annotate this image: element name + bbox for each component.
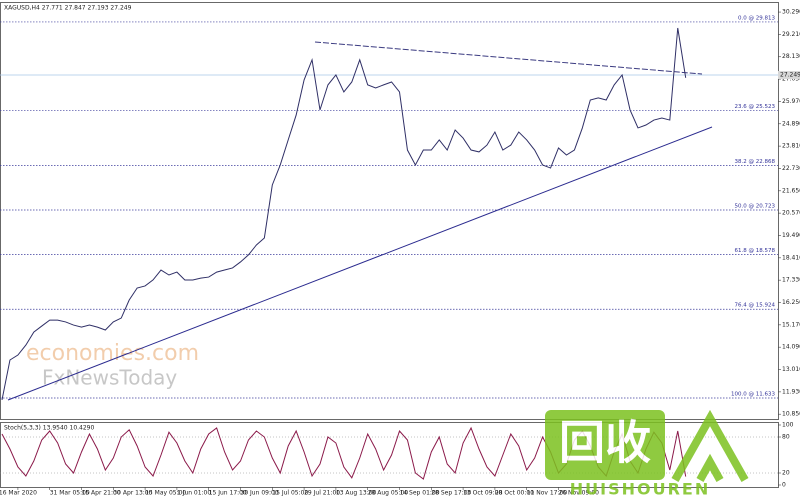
watermark: FxNewsToday: [42, 366, 177, 390]
main-panel: [0, 2, 779, 420]
resistance-trendline: [314, 41, 703, 75]
x-tick-label: 30 Jun 09:00: [241, 490, 279, 497]
support-trendline: [7, 126, 713, 401]
x-tick-label: 26 Nov 09:00: [559, 490, 600, 497]
fib-label: 23.6 @ 25.523: [735, 104, 776, 110]
y-tick-label: 0: [782, 482, 786, 489]
x-tick-label: 16 Mar 2020: [0, 490, 37, 497]
y-tick-label: 27.050: [782, 76, 800, 83]
x-tick-label: 11 Nov 17:00: [527, 490, 568, 497]
fib-label: 0.0 @ 29.813: [738, 15, 775, 21]
y-tick-label: 11.930: [782, 388, 800, 395]
logo-mark: [671, 409, 749, 482]
logo-text: 回收: [559, 416, 651, 470]
logo-watermark: 回收 HUISHOUREN: [545, 409, 749, 499]
x-tick-label: 14 Sep 01:00: [400, 490, 440, 497]
fib-label: 61.8 @ 18.578: [735, 248, 776, 254]
price-line: [1, 27, 687, 401]
last-price-box: [778, 70, 800, 79]
y-tick-label: 22.730: [782, 165, 800, 172]
x-tick-label: 28 Oct 00:00: [495, 490, 534, 497]
y-tick-label: 17.330: [782, 277, 800, 284]
y-tick-label: 14.090: [782, 344, 800, 351]
x-tick-label: 28 Aug 05:00: [368, 490, 409, 497]
x-tick-label: 13 Aug 13:00: [336, 490, 377, 497]
x-tick-label: 29 Jul 21:00: [304, 490, 340, 497]
fib-label: 38.2 @ 22.868: [735, 159, 776, 165]
x-tick-label: 28 Sep 17:00: [431, 490, 471, 497]
y-tick-label: 23.810: [782, 143, 800, 150]
chart-title: XAGUSD,H4 27.771 27.847 27.193 27.249: [4, 5, 132, 12]
y-tick-label: 80: [782, 434, 790, 441]
y-tick-label: 15.170: [782, 321, 800, 328]
y-tick-label: 10.850: [782, 411, 800, 418]
y-tick-label: 18.410: [782, 254, 800, 261]
y-tick-label: 19.490: [782, 232, 800, 239]
x-tick-label: 1 Jun 01:00: [177, 490, 211, 497]
stoch-title: Stoch(5,3,3) 13.9540 10.4290: [4, 425, 95, 432]
logo-box: [545, 410, 665, 480]
x-tick-label: 15 May 05:00: [145, 490, 186, 497]
y-tick-label: 28.130: [782, 53, 800, 60]
x-tick-label: 30 Apr 13:00: [113, 490, 152, 497]
y-tick-label: 100: [782, 422, 794, 429]
fib-label: 76.4 @ 15.924: [735, 303, 776, 309]
fib-label: 100.0 @ 11.633: [731, 392, 775, 398]
y-tick-label: 16.250: [782, 299, 800, 306]
y-tick-label: 20: [782, 470, 790, 477]
x-tick-label: 15 Jun 17:00: [209, 490, 247, 497]
last-price-label: 27.249: [780, 71, 800, 78]
y-tick-label: 29.210: [782, 31, 800, 38]
y-tick-label: 24.890: [782, 120, 800, 127]
fib-label: 50.0 @ 20.723: [735, 203, 776, 209]
x-tick-label: 15 Jul 05:00: [272, 490, 308, 497]
y-tick-label: 21.650: [782, 187, 800, 194]
stoch-panel: [0, 422, 779, 488]
y-tick-label: 25.970: [782, 98, 800, 105]
x-tick-label: 13 Oct 09:00: [463, 490, 502, 497]
y-tick-label: 20.570: [782, 210, 800, 217]
x-tick-label: 31 Mar 05:00: [50, 490, 90, 497]
y-tick-label: 30.290: [782, 9, 800, 16]
logo-subtext: HUISHOUREN: [570, 480, 710, 499]
x-tick-label: 15 Apr 21:00: [82, 490, 121, 497]
y-tick-label: 13.010: [782, 366, 800, 373]
watermark: economies.com: [26, 341, 199, 366]
